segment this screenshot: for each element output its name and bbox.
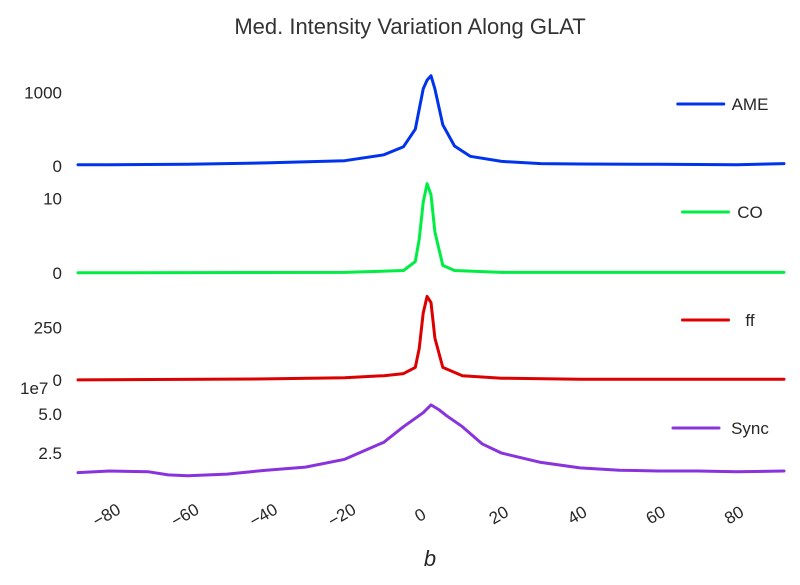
y-tick-label: 1000 <box>24 84 62 103</box>
y-tick-label: 0 <box>53 371 62 390</box>
y-tick-label: 10 <box>43 190 62 209</box>
y-tick-label: 5.0 <box>38 405 62 424</box>
x-tick-label: −20 <box>325 500 359 531</box>
y-tick-label: 250 <box>34 319 62 338</box>
y-offset-label: 1e7 <box>20 379 48 398</box>
legend-label: ff <box>745 311 754 330</box>
x-tick-label: −80 <box>89 500 123 531</box>
x-tick-label: 60 <box>643 502 669 528</box>
legend-label: CO <box>737 203 763 222</box>
series-line-sync <box>76 403 786 478</box>
series-line-ame <box>76 74 786 167</box>
panel-ame: 0 1000 AME <box>24 74 786 176</box>
x-axis-label: b <box>424 546 436 571</box>
chart-panels: 0 1000 AME 0 10 CO 0 250 ff 2.5 5.0 1e7 Sync <box>20 74 786 478</box>
x-tick-label: 80 <box>721 502 747 528</box>
panel-co: 0 10 CO <box>43 182 786 283</box>
x-tick-label: −60 <box>168 500 202 531</box>
series-line-co <box>76 182 786 275</box>
legend-label: AME <box>732 95 769 114</box>
x-tick-label: −40 <box>246 500 280 531</box>
y-tick-label: 2.5 <box>38 444 62 463</box>
x-axis: −80 −60 −40 −20 0 20 40 60 80 <box>89 500 747 531</box>
x-tick-label: 40 <box>564 502 590 528</box>
x-tick-label: 20 <box>486 502 512 528</box>
legend-co: CO <box>681 203 763 222</box>
panel-ff: 0 250 ff <box>34 294 786 390</box>
chart-title: Med. Intensity Variation Along GLAT <box>234 14 585 39</box>
legend-sync: Sync <box>671 419 769 438</box>
x-tick-label: 0 <box>412 505 430 526</box>
y-tick-label: 0 <box>53 157 62 176</box>
series-line-ff <box>76 294 786 382</box>
y-tick-label: 0 <box>53 264 62 283</box>
legend-ame: AME <box>676 95 769 114</box>
panel-sync: 2.5 5.0 1e7 Sync <box>20 379 786 478</box>
legend-label: Sync <box>731 419 769 438</box>
legend-ff: ff <box>681 311 755 330</box>
